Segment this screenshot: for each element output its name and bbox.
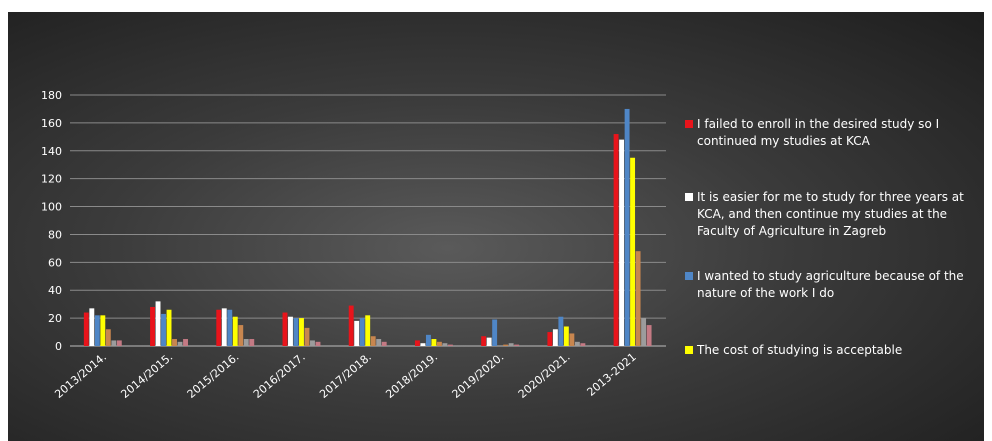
chart-area: 0 20 40 60 80 100 120 140 160 180 2013/2014. 2014/… <box>8 12 984 441</box>
y-tick-label: 60 <box>48 256 62 269</box>
bar <box>613 134 619 346</box>
legend-swatch <box>685 193 693 201</box>
bar <box>100 315 106 346</box>
y-tick-label: 0 <box>55 340 62 353</box>
bar <box>646 325 652 346</box>
bar <box>635 251 641 346</box>
x-axis-ticks: 2013/2014. 2014/2015. 2015/2016. 2016/2017.… <box>52 350 639 401</box>
legend-swatch <box>685 272 693 280</box>
y-tick-label: 120 <box>41 173 62 186</box>
x-tick-label: 2017/2018. <box>317 350 374 401</box>
legend-swatch <box>685 120 693 128</box>
bar <box>83 312 89 346</box>
bar <box>481 336 487 346</box>
x-tick-label: 2020/2021. <box>516 350 573 401</box>
bar <box>420 343 426 346</box>
bar <box>552 329 558 346</box>
legend-item: I failed to enroll in the desired study … <box>685 116 981 150</box>
y-tick-label: 140 <box>41 145 62 158</box>
bar <box>161 313 166 346</box>
bar <box>293 318 299 346</box>
legend-label: It is easier for me to study for three y… <box>697 190 964 238</box>
bar <box>348 305 354 346</box>
bar <box>354 320 360 346</box>
bar <box>436 341 442 346</box>
bar <box>177 341 183 346</box>
bar <box>172 339 177 346</box>
bar <box>105 329 111 346</box>
bar <box>431 339 437 346</box>
bar <box>503 344 509 346</box>
bar <box>370 336 376 346</box>
bar <box>558 316 564 346</box>
bar <box>155 301 161 346</box>
x-tick-label: 2015/2016. <box>185 350 242 401</box>
y-tick-label: 160 <box>41 117 62 130</box>
bar <box>514 344 520 346</box>
y-tick-label: 20 <box>48 312 62 325</box>
bar <box>111 340 117 346</box>
y-tick-label: 180 <box>41 89 62 102</box>
bar <box>166 309 172 346</box>
x-tick-label: 2018/2019. <box>383 350 440 401</box>
x-tick-label: 2016/2017. <box>251 350 308 401</box>
bar <box>116 340 122 346</box>
y-axis-ticks: 0 20 40 60 80 100 120 140 160 180 <box>41 89 62 353</box>
bar <box>630 157 636 346</box>
bar <box>94 315 100 346</box>
bar <box>376 339 382 346</box>
bar <box>310 340 315 346</box>
bar <box>221 308 227 346</box>
legend-label: The cost of studying is acceptable <box>697 343 903 357</box>
bar <box>299 318 304 346</box>
legend-item: I wanted to study agriculture because of… <box>685 268 981 302</box>
bar <box>216 309 222 346</box>
y-tick-label: 100 <box>41 201 62 214</box>
legend-item: It is easier for me to study for three y… <box>685 189 981 240</box>
legend-label: I wanted to study agriculture because of… <box>697 269 964 300</box>
bar <box>508 343 514 346</box>
x-tick-label: 2013/2014. <box>52 350 109 401</box>
bar <box>442 343 448 346</box>
bar <box>447 344 453 346</box>
x-tick-label: 2019/2020. <box>450 350 507 401</box>
bar <box>486 337 492 346</box>
bar <box>574 341 580 346</box>
bar <box>580 343 586 346</box>
bar <box>89 308 95 346</box>
x-tick-label: 2014/2015. <box>118 350 175 401</box>
bar-chart: 0 20 40 60 80 100 120 140 160 180 2013/2014. 2014/… <box>41 89 666 401</box>
bar <box>563 326 569 346</box>
bar <box>249 339 255 346</box>
bar <box>150 306 155 346</box>
bar <box>315 341 321 346</box>
bar <box>183 339 188 346</box>
bar <box>547 332 553 346</box>
bar <box>238 325 244 346</box>
bar <box>619 139 625 346</box>
bar <box>414 340 420 346</box>
bar <box>304 327 310 346</box>
legend-label: I failed to enroll in the desired study … <box>697 117 940 148</box>
bar <box>365 315 371 346</box>
bar <box>243 339 249 346</box>
bar <box>569 333 575 346</box>
bar <box>232 316 238 346</box>
y-tick-label: 80 <box>48 228 62 241</box>
legend-swatch <box>685 346 693 354</box>
bar <box>381 341 387 346</box>
bar <box>227 309 233 346</box>
legend-item: The cost of studying is acceptable <box>685 342 981 359</box>
y-tick-label: 40 <box>48 284 62 297</box>
bar <box>425 334 431 346</box>
bar <box>624 108 630 346</box>
bar <box>641 318 647 346</box>
x-tick-label: 2013-2021 <box>585 350 639 399</box>
bar <box>288 316 293 346</box>
bar <box>359 318 365 346</box>
bar <box>282 312 288 346</box>
bar <box>492 319 498 346</box>
bars <box>83 108 652 346</box>
